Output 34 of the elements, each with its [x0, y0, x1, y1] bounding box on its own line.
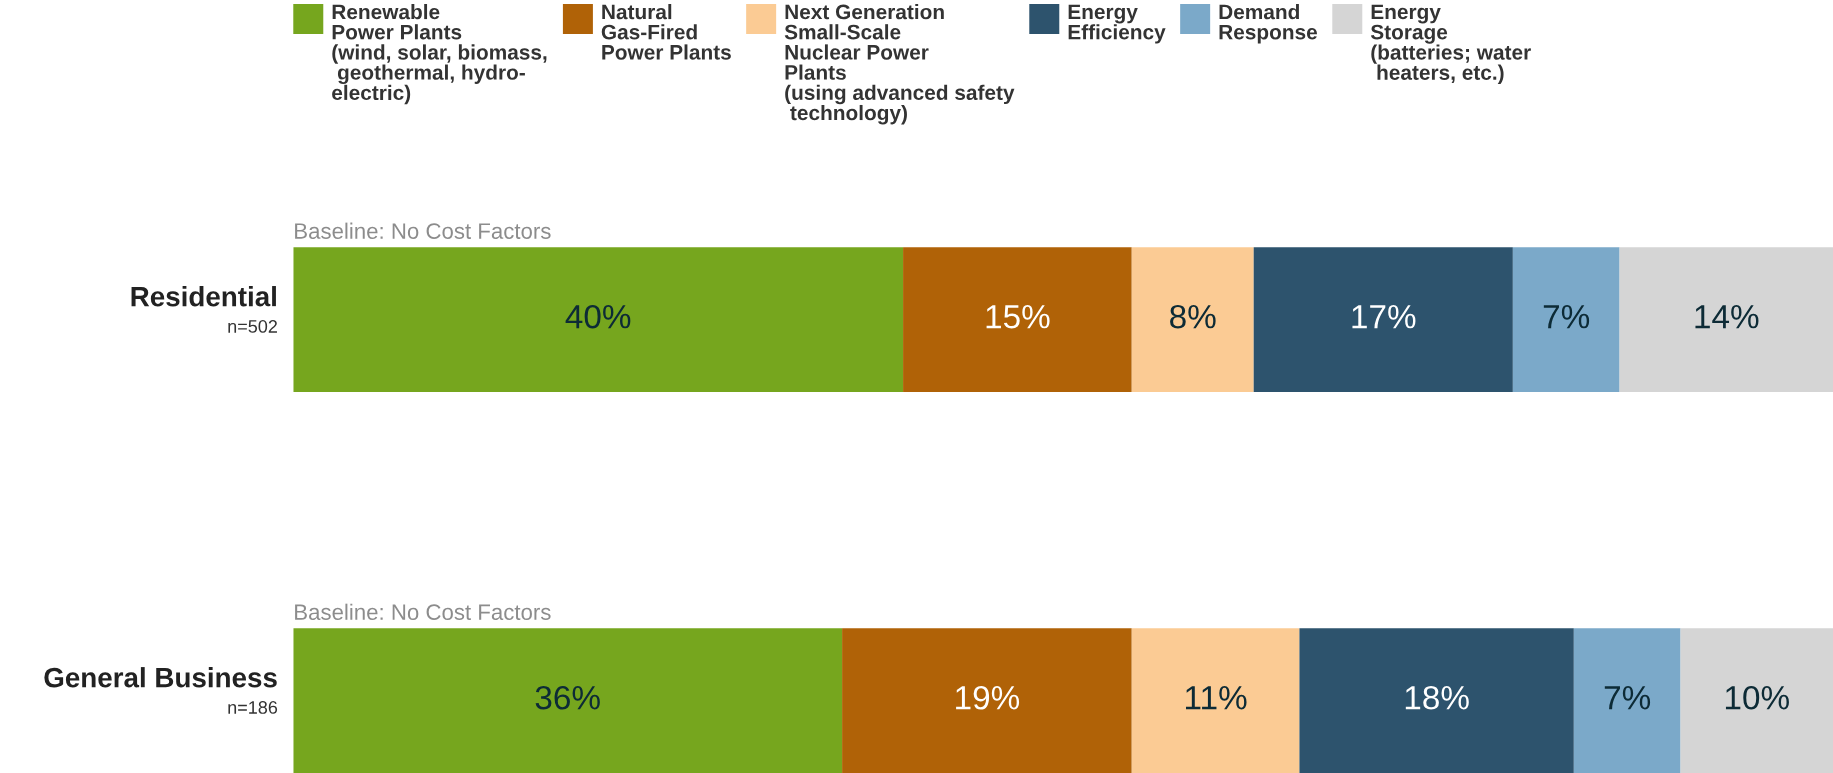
legend-label: Next Generation Small-Scale Nuclear Power Plants (using advanced safety technology)	[784, 4, 1015, 125]
bar	[1619, 247, 1833, 392]
legend-label: Energy Efficiency	[1068, 4, 1166, 44]
data-label: 7%	[1604, 686, 1651, 710]
data-label: 19%	[956, 685, 1020, 710]
bar	[1131, 247, 1254, 392]
data-label: 40%	[565, 304, 631, 329]
data-label: 15%	[986, 305, 1050, 329]
bar	[903, 247, 1132, 392]
bar	[293, 247, 904, 392]
legend-label: Renewable Power Plants (wind, solar, biomass, geothermal, hydro- electric)	[332, 4, 547, 105]
data-label: 7%	[1543, 305, 1590, 329]
data-label: 17%	[1352, 305, 1416, 329]
annotation: Baseline: No Cost Factors	[295, 603, 551, 620]
annotation: Baseline: No Cost Factors	[295, 222, 551, 239]
y-tick-label: General Business n=186	[44, 667, 278, 714]
data-label: 36%	[535, 685, 600, 710]
data-label: 11%	[1186, 686, 1247, 710]
y-tick-label: Residential n=502	[131, 286, 277, 333]
legend-label: Natural Gas-Fired Power Plants	[601, 4, 731, 60]
data-label: 8%	[1170, 304, 1216, 329]
data-label: 14%	[1695, 305, 1759, 329]
bar	[1680, 628, 1833, 773]
legend-label: Demand Response	[1219, 4, 1318, 44]
data-label: 18%	[1405, 685, 1469, 710]
bar	[1573, 628, 1681, 773]
bar	[1253, 247, 1513, 392]
bar	[842, 628, 1132, 773]
bar	[1512, 247, 1620, 392]
bar	[1131, 628, 1300, 773]
legend-label: Energy Storage (batteries; water heaters, etc.)	[1370, 4, 1531, 85]
bar	[1299, 628, 1574, 773]
data-label: 10%	[1725, 685, 1789, 710]
bar	[293, 628, 843, 773]
